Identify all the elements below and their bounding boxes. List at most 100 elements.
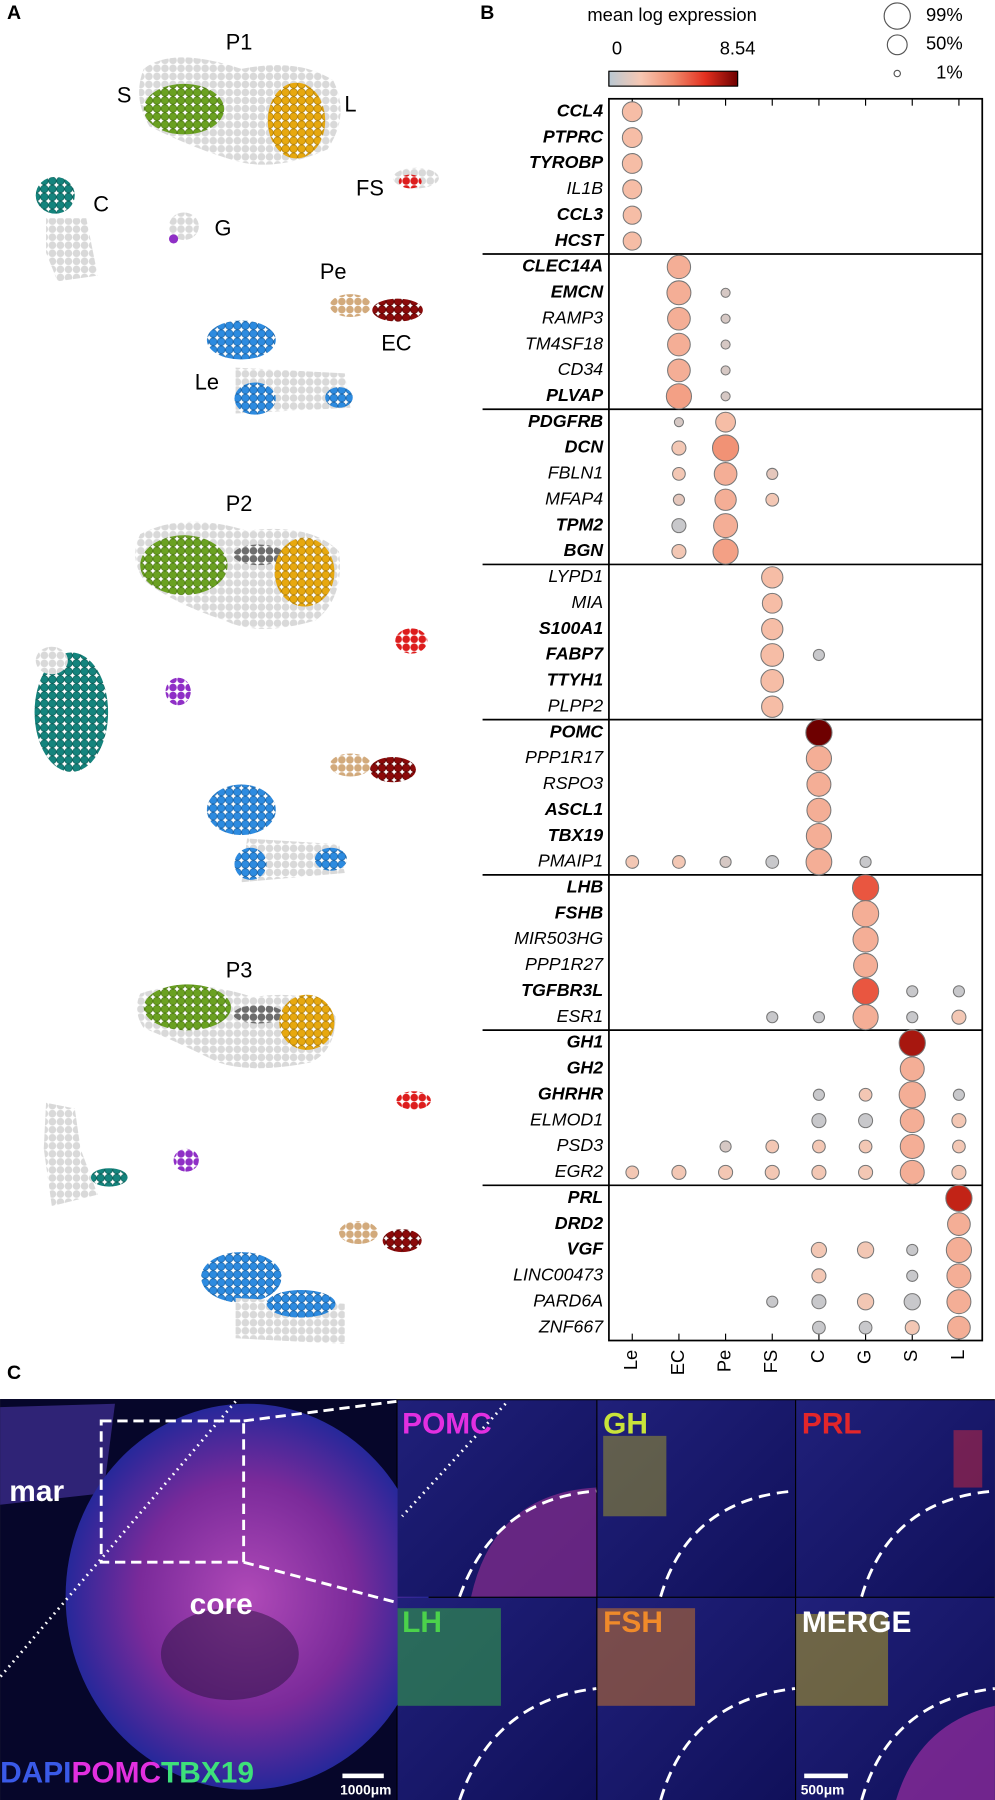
gene-label: CLEC14A [522,256,603,276]
dot [851,874,880,902]
dot [766,467,779,480]
gene-label: FABP7 [546,644,604,664]
x-tick-label: Le [620,1350,641,1370]
colorbar [608,70,739,87]
gene-label: CD34 [558,359,604,379]
dot [720,313,731,324]
x-tick-label: Pe [713,1350,734,1372]
boundary-lines [401,1402,995,1800]
dot [952,985,966,998]
dot [906,1269,919,1282]
dot [765,1139,780,1154]
panel-label: C [7,1362,21,1384]
dot [761,566,784,589]
gene-label: DCN [565,437,605,457]
dot [667,332,691,357]
gene-label: TTYH1 [547,670,603,690]
dot [904,1320,920,1336]
dot [761,592,783,614]
dot [858,1113,874,1129]
inset-label: MERGE [802,1606,911,1639]
gene-label: BGN [564,540,605,560]
stain-label: TBX19 [161,1757,254,1790]
umap-title: P2 [226,491,253,516]
gene-label: S100A1 [539,618,603,638]
umap-cells [372,298,423,322]
gene-label: TYROBP [529,152,603,172]
size-legend-dot [883,2,911,30]
umap-panel: A P1 S L FS C G Pe EC Le [7,2,439,1344]
dot [858,1320,873,1335]
gene-label: PLPP2 [548,695,604,715]
boundary [458,1687,597,1800]
dot [719,1140,732,1153]
umap-cells [140,535,228,596]
size-legend-dot [893,69,901,78]
gene-label: PTPRC [543,126,604,146]
umap-title: P1 [226,29,253,54]
size-legend-dot [886,34,908,56]
dot [852,926,879,953]
inset-label: LH [402,1606,442,1639]
dot [667,358,691,383]
umap-p2: P2 [34,491,428,883]
dot [810,1241,828,1259]
dot [806,797,832,823]
dot [811,1164,827,1180]
dot [622,205,642,225]
gene-label: PPP1R27 [525,954,604,974]
umap-cells [395,628,428,654]
tissue [65,1403,429,1790]
umap-cells [266,1289,336,1318]
dot [625,855,640,869]
gene-label: IL1B [567,178,604,198]
dot [673,417,684,428]
inset-label: POMC [402,1407,492,1440]
cluster-label: EC [381,330,411,355]
dot [952,1139,966,1154]
gene-label: EMCN [551,282,605,302]
dot [812,648,826,662]
dot [760,668,785,693]
dot [851,900,880,928]
gene-label: POMC [550,721,605,741]
dot [851,977,880,1005]
dot [858,1164,874,1180]
umap-cells [46,218,98,282]
boundary [860,1489,995,1598]
panel-label: B [480,2,494,24]
x-tick-label: C [807,1350,828,1363]
inset-tissue [397,1608,501,1706]
inset-tissue [603,1435,667,1517]
dot [812,1011,826,1024]
dot [719,855,732,869]
x-tick-label: L [947,1350,968,1360]
dot [899,1134,925,1159]
dot [906,1011,919,1024]
dot [898,1081,926,1109]
stain-label: POMC [71,1757,161,1790]
inset-poms [397,1400,597,1597]
gene-label: DRD2 [555,1213,604,1233]
dot [622,179,643,200]
dot [898,1029,926,1057]
umap-cells [396,1091,431,1110]
gene-label: HCST [555,230,606,250]
stain-legend: DAPIPOMCTBX19 [0,1757,254,1790]
gene-label: TGFBR3L [521,980,603,1000]
gene-label: ELMOD1 [530,1109,603,1129]
gene-label: PARD6A [533,1290,603,1310]
dot [858,1087,873,1102]
inset-prl [796,1400,995,1597]
umap-cells [267,82,326,159]
gene-label: LINC00473 [513,1265,603,1285]
dot [671,543,687,560]
dot [671,518,687,534]
dot [671,440,687,456]
inset-tissue [896,1705,995,1800]
cluster-label: Le [195,369,219,394]
dot [761,617,784,641]
gene-label: PRL [568,1187,604,1207]
umap-cells [234,382,276,415]
umap-cells [168,234,179,244]
